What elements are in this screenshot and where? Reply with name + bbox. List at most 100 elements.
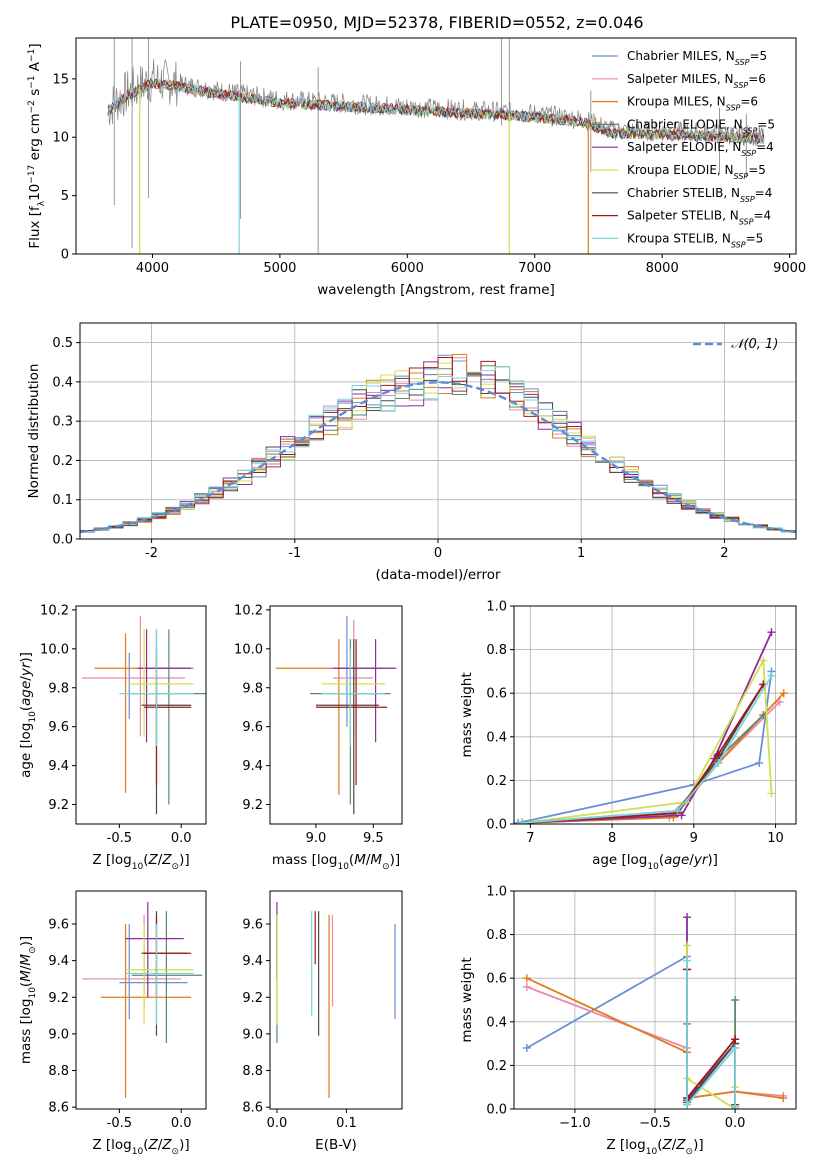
- y-tick-label: 0.6: [486, 972, 507, 987]
- mass-weight-marker: [714, 750, 723, 759]
- x-tick-label: −0.5: [639, 1116, 671, 1131]
- y-tick-label: 9.2: [48, 991, 69, 1006]
- plot-area: [276, 901, 396, 1099]
- mass-weight-line: [522, 657, 773, 824]
- y-tick-label: 9.6: [48, 917, 69, 932]
- legend-label: Chabrier STELIB, NSSP=4: [627, 186, 772, 204]
- mass-weight-marker: [775, 697, 784, 706]
- x-tick-label: 0.0: [267, 1116, 288, 1131]
- model-spectrum-line: [107, 78, 765, 145]
- mass-weight-vs-age-panel: 7 8 9 10 0.0 0.2 0.4 0.6 0.8 1.0 age [log10(age/yr…: [459, 600, 797, 872]
- legend-label: Salpeter ELODIE, NSSP=4: [627, 140, 774, 158]
- y-tick-label: 0.0: [486, 818, 507, 833]
- x-axis-label: wavelength [Angstrom, rest frame]: [317, 282, 555, 298]
- y-tick-label: 9.0: [48, 1027, 69, 1042]
- y-tick-label: 9.8: [48, 681, 69, 696]
- x-axis-label: Z [log10(Z/Z⊙)]: [92, 1137, 189, 1157]
- y-tick-label: 0.2: [52, 454, 73, 469]
- y-tick-label: 0.8: [486, 928, 507, 943]
- y-tick-label: 0: [61, 248, 69, 263]
- y-axis-label: mass weight: [459, 672, 475, 757]
- mass-weight-marker: [731, 1102, 740, 1109]
- age-vs-mass-panel: 9.0 9.5 9.2 9.4 9.6 9.8 10.0 10.2 mass [log10(M/…: [234, 603, 403, 872]
- x-tick-label: -2: [145, 546, 158, 561]
- mass-weight-marker: [714, 758, 723, 767]
- histogram-step-line: [80, 356, 796, 532]
- mass-weight-marker: [522, 982, 531, 991]
- y-tick-label: 1.0: [486, 600, 507, 615]
- y-tick-label: 10.0: [40, 642, 69, 657]
- y-tick-label: 15: [52, 72, 69, 87]
- axes-frame: [75, 890, 207, 1110]
- normal-distribution-curve: [80, 381, 796, 534]
- mass-weight-marker: [759, 656, 768, 665]
- x-tick-label: 9000: [773, 261, 806, 276]
- mass-weight-line: [686, 945, 736, 1109]
- mass-weight-marker: [779, 689, 788, 698]
- axes-frame: [75, 605, 207, 825]
- mass-weight-marker: [518, 818, 527, 824]
- x-tick-label: 6000: [391, 261, 424, 276]
- axes-frame: [269, 890, 403, 1110]
- legend-label: Kroupa MILES, NSSP=6: [627, 95, 758, 113]
- x-tick-label: -0.5: [107, 831, 132, 846]
- legend-label: Salpeter STELIB, NSSP=4: [627, 209, 771, 227]
- y-tick-label: 10: [52, 131, 69, 146]
- y-tick-label: 9.2: [48, 798, 69, 813]
- mass-weight-marker: [767, 789, 776, 798]
- x-tick-label: 0.1: [336, 1116, 357, 1131]
- y-axis-label: Flux [fλ10−17 erg cm−2 s−1 A−1]: [27, 43, 47, 248]
- mass-weight-marker: [683, 956, 692, 965]
- x-tick-label: 0.0: [171, 831, 192, 846]
- plot-area: [522, 913, 788, 1109]
- axes-frame: [75, 37, 797, 255]
- x-tick-label: 7000: [518, 261, 551, 276]
- y-tick-label: 0.4: [486, 730, 507, 745]
- mass-weight-marker: [731, 1035, 740, 1044]
- y-tick-label: 0.5: [52, 336, 73, 351]
- axes-frame: [513, 605, 797, 825]
- mass-weight-marker: [767, 671, 776, 680]
- y-tick-label: 9.2: [242, 798, 263, 813]
- mass-weight-marker: [779, 1094, 788, 1103]
- x-tick-label: 9: [690, 831, 698, 846]
- y-axis-label: Normed distribution: [26, 364, 42, 499]
- mass-weight-marker: [731, 996, 740, 1004]
- spectrum-panel: 4000 5000 6000 7000 8000 9000 0 5 10 15 wavelength…: [27, 37, 806, 298]
- figure-title: PLATE=0950, MJD=52378, FIBERID=0552, z=0…: [230, 13, 643, 32]
- mass-weight-vs-metallicity-panel: −1.0 −0.5 0.0 0.0 0.2 0.4 0.6 0.8 1.0 Z [log10(Z/…: [459, 885, 797, 1157]
- legend-label: 𝒩(0, 1): [731, 337, 778, 352]
- y-tick-label: 0.8: [486, 643, 507, 658]
- x-tick-label: 9.0: [306, 831, 327, 846]
- y-tick-label: 9.2: [242, 991, 263, 1006]
- mass-weight-marker: [755, 758, 764, 767]
- plot-area: [107, 38, 765, 254]
- x-tick-label: -0.5: [107, 1116, 132, 1131]
- legend-label: Kroupa ELODIE, NSSP=5: [627, 163, 766, 181]
- y-tick-label: 8.6: [48, 1101, 69, 1116]
- y-tick-label: 8.6: [242, 1101, 263, 1116]
- y-tick-label: 9.6: [242, 720, 263, 735]
- mass-weight-marker: [673, 806, 682, 815]
- y-tick-label: 9.4: [48, 954, 69, 969]
- y-tick-label: 9.4: [242, 759, 263, 774]
- y-tick-label: 9.0: [242, 1027, 263, 1042]
- y-tick-label: 9.4: [48, 759, 69, 774]
- y-tick-label: 0.4: [486, 1015, 507, 1030]
- y-tick-label: 0.4: [52, 375, 73, 390]
- mass-weight-marker: [731, 1043, 740, 1052]
- x-tick-label: -1: [288, 546, 301, 561]
- x-axis-label: E(B-V): [315, 1137, 357, 1153]
- x-tick-label: −1.0: [559, 1116, 591, 1131]
- legend-label: Salpeter MILES, NSSP=6: [627, 72, 766, 90]
- plot-area: [82, 901, 203, 1099]
- y-tick-label: 0.2: [486, 774, 507, 789]
- plot-area: [80, 353, 796, 534]
- x-tick-label: 0: [434, 546, 442, 561]
- plot-area: [275, 615, 397, 815]
- y-tick-label: 0.2: [486, 1059, 507, 1074]
- mass-weight-line: [686, 960, 736, 1108]
- x-axis-label: (data-model)/error: [375, 567, 501, 583]
- y-tick-label: 10.2: [40, 603, 69, 618]
